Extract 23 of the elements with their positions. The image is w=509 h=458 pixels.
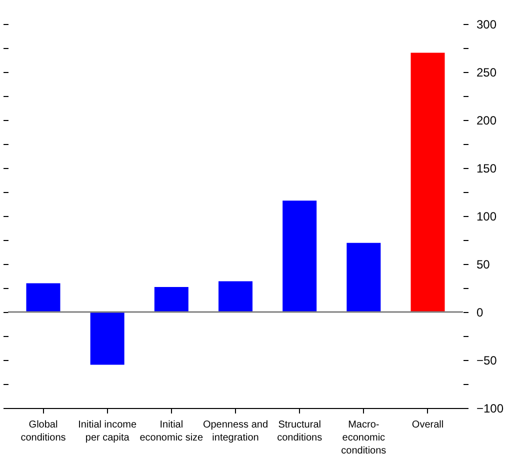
x-tick-label: Openness and integration	[202, 420, 268, 444]
y-tick-label: 50	[476, 258, 490, 272]
bar	[282, 200, 317, 312]
bar	[346, 242, 381, 312]
y-tick-label: −50	[476, 354, 498, 368]
x-tick-label: Structural conditions	[277, 420, 322, 444]
y-tick-label: 200	[476, 114, 497, 128]
bar	[410, 52, 445, 312]
bar	[90, 312, 124, 365]
y-tick-label: 100	[476, 210, 497, 224]
y-tick-label: 300	[476, 18, 497, 32]
y-tick-label: 250	[476, 66, 497, 80]
y-tick-label: 0	[476, 306, 484, 320]
y-tick-label: −100	[476, 402, 504, 416]
x-tick-label: Overall	[412, 420, 444, 430]
x-tick-label: Macro-economic conditions	[341, 420, 386, 456]
x-tick-label: Global conditions	[20, 420, 66, 444]
bar	[218, 281, 252, 312]
y-tick-label: 150	[476, 162, 497, 176]
x-tick-label: Initial economic size	[140, 420, 204, 444]
bar	[26, 283, 60, 312]
bar	[154, 287, 188, 312]
x-tick-label: Initial income per capita	[78, 420, 137, 444]
